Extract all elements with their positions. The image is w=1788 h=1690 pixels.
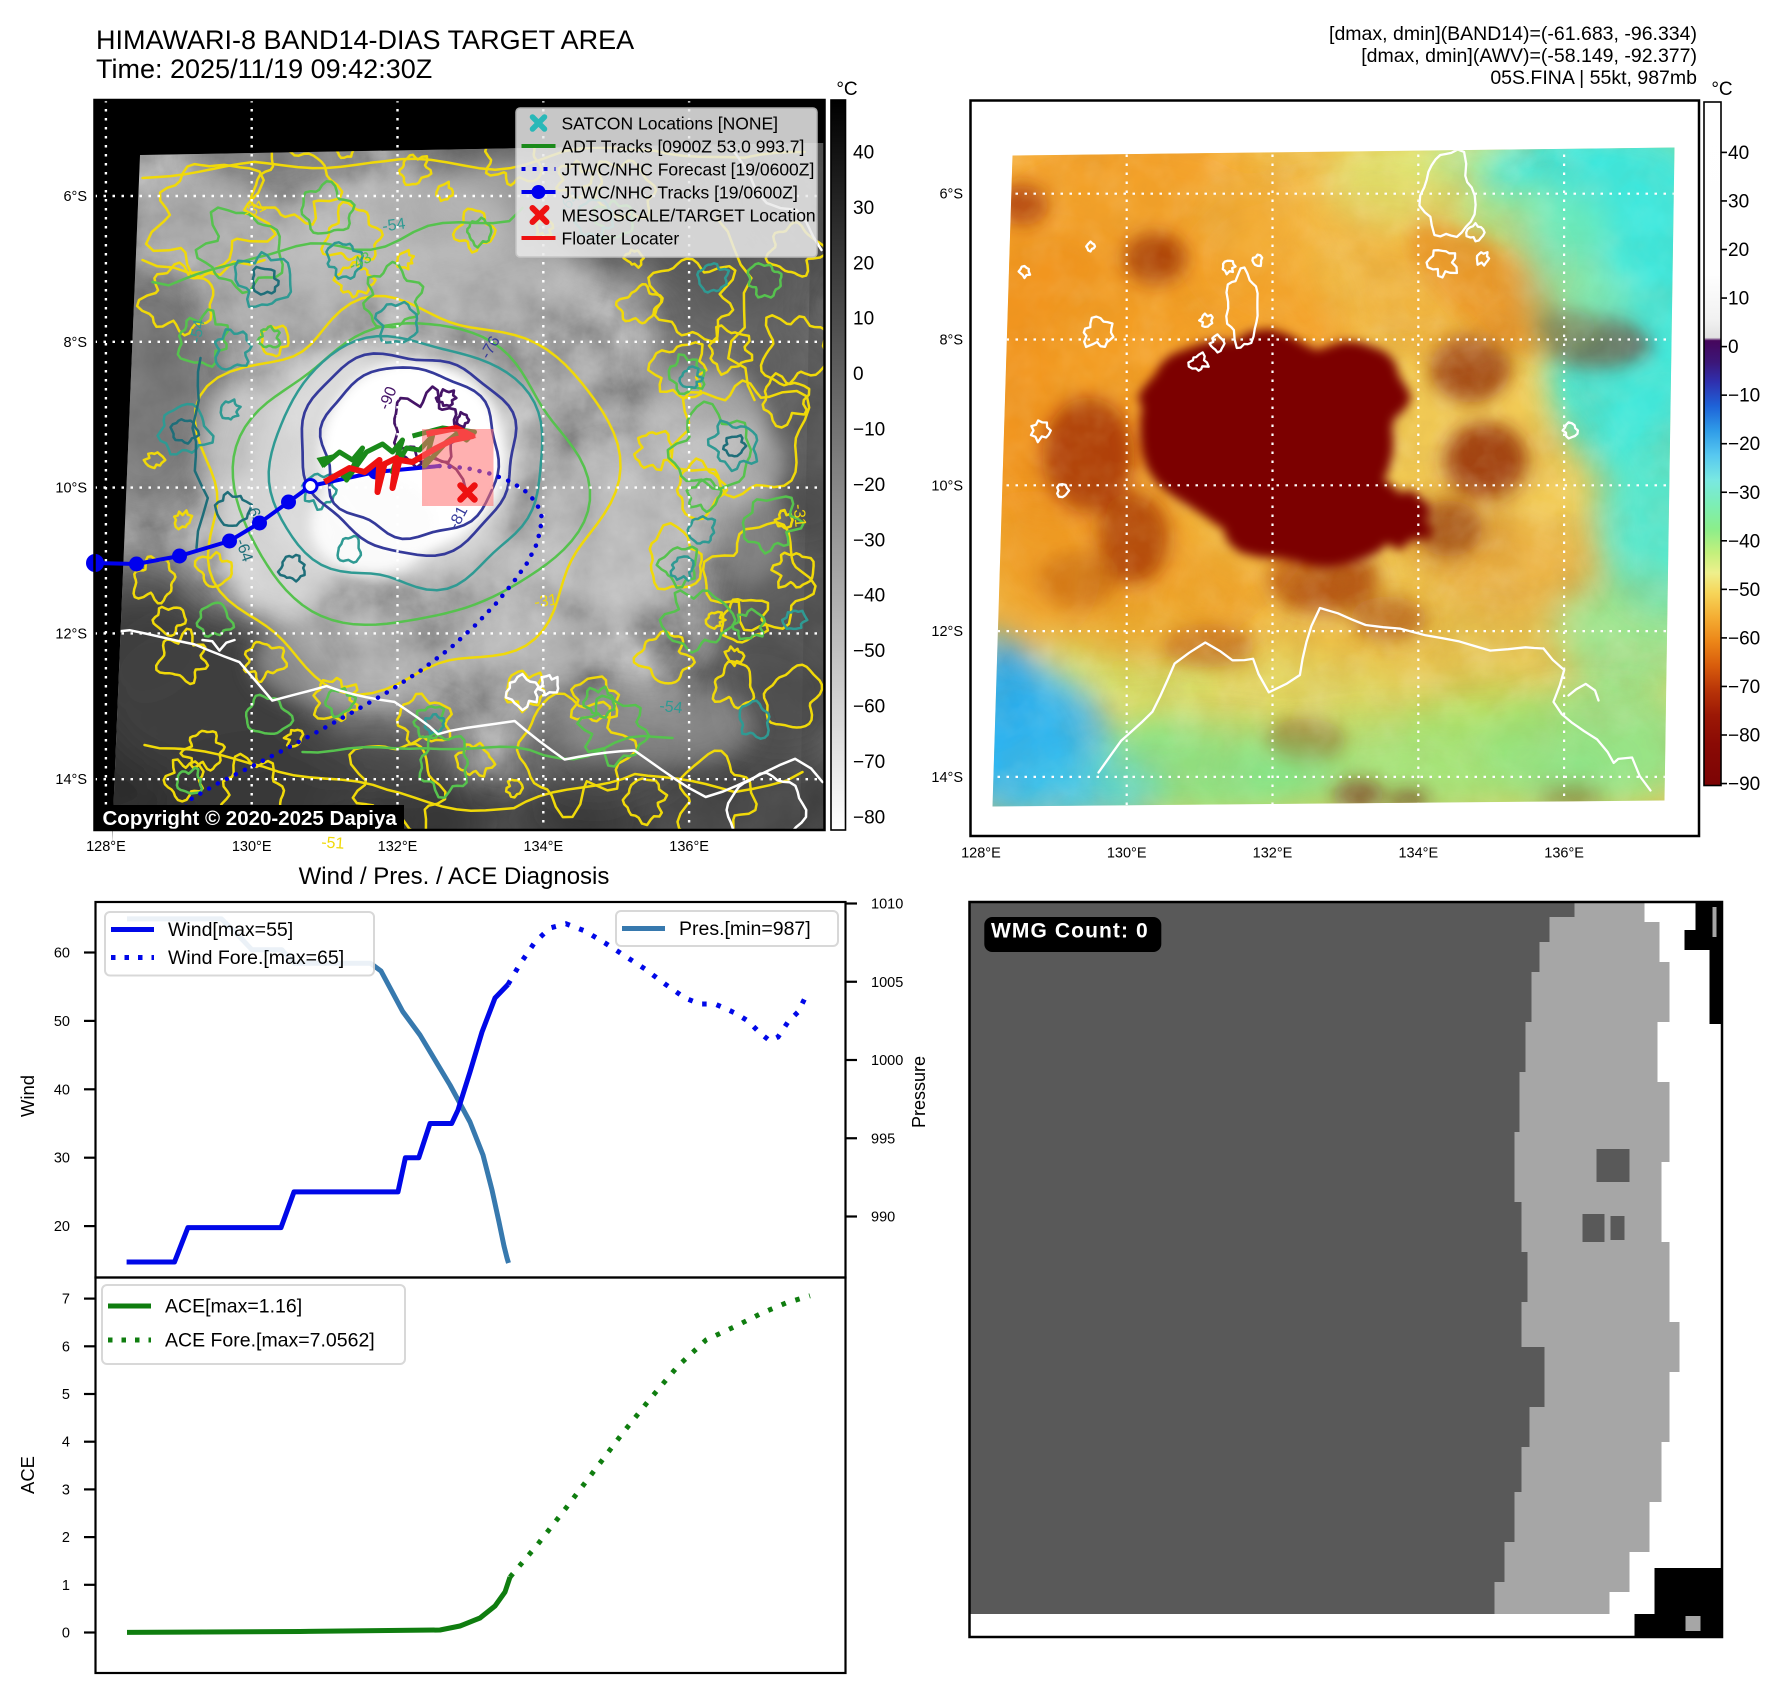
svg-text:8°S: 8°S <box>63 335 87 351</box>
svg-text:-64: -64 <box>232 537 256 565</box>
svg-text:20: 20 <box>54 1219 70 1235</box>
svg-text:1000: 1000 <box>871 1053 903 1069</box>
svg-text:30: 30 <box>853 198 874 219</box>
svg-text:JTWC/NHC Tracks [19/0600Z]: JTWC/NHC Tracks [19/0600Z] <box>562 183 798 203</box>
svg-text:1005: 1005 <box>871 975 903 991</box>
svg-text:-54: -54 <box>188 318 209 344</box>
svg-text:°C: °C <box>1711 79 1732 100</box>
svg-text:14°S: 14°S <box>55 772 87 788</box>
svg-text:Pressure: Pressure <box>909 1056 929 1128</box>
svg-text:ACE: ACE <box>17 1456 38 1494</box>
svg-text:SATCON Locations [NONE]: SATCON Locations [NONE] <box>562 114 779 134</box>
svg-text:1: 1 <box>62 1578 70 1594</box>
svg-text:°C: °C <box>836 79 857 100</box>
svg-text:20: 20 <box>853 253 874 274</box>
svg-text:7: 7 <box>62 1292 70 1308</box>
svg-text:−90: −90 <box>1728 774 1760 795</box>
svg-text:30: 30 <box>54 1151 70 1167</box>
svg-text:132°E: 132°E <box>1253 846 1293 862</box>
svg-text:130°E: 130°E <box>232 839 272 855</box>
svg-text:−30: −30 <box>853 530 885 551</box>
svg-text:8°S: 8°S <box>939 333 963 349</box>
svg-text:−60: −60 <box>1728 628 1760 649</box>
svg-text:40: 40 <box>1728 143 1749 164</box>
svg-text:Pres.[min=987]: Pres.[min=987] <box>679 918 811 940</box>
svg-text:−10: −10 <box>1728 386 1760 407</box>
svg-text:6°S: 6°S <box>63 189 87 205</box>
svg-text:−50: −50 <box>853 641 885 662</box>
svg-text:WMG Count: 0: WMG Count: 0 <box>991 920 1149 943</box>
svg-text:Copyright © 2020-2025 Dapiya: Copyright © 2020-2025 Dapiya <box>103 807 398 830</box>
svg-text:−70: −70 <box>1728 677 1760 698</box>
svg-text:Wind: Wind <box>17 1075 38 1117</box>
svg-text:60: 60 <box>54 946 70 962</box>
svg-text:-31: -31 <box>533 592 558 612</box>
svg-text:6: 6 <box>62 1339 70 1355</box>
svg-text:-51: -51 <box>321 834 345 853</box>
svg-text:134°E: 134°E <box>523 839 563 855</box>
svg-text:−70: −70 <box>853 752 885 773</box>
svg-text:14°S: 14°S <box>931 770 963 786</box>
svg-text:20: 20 <box>1728 240 1749 261</box>
svg-text:136°E: 136°E <box>669 839 709 855</box>
svg-text:40: 40 <box>853 143 874 164</box>
svg-text:−50: −50 <box>1728 580 1760 601</box>
svg-text:MESOSCALE/TARGET Location: MESOSCALE/TARGET Location <box>562 206 816 226</box>
svg-text:[dmax, dmin](AWV)=(-58.149, -9: [dmax, dmin](AWV)=(-58.149, -92.377) <box>1361 45 1697 67</box>
svg-text:−10: −10 <box>853 420 885 441</box>
svg-text:ADT Tracks [0900Z 53.0 993.7]: ADT Tracks [0900Z 53.0 993.7] <box>562 137 805 157</box>
svg-text:−80: −80 <box>853 807 885 828</box>
svg-text:4: 4 <box>62 1435 70 1451</box>
svg-text:Wind Fore.[max=65]: Wind Fore.[max=65] <box>168 947 344 969</box>
svg-text:HIMAWARI-8 BAND14-DIAS TARGET: HIMAWARI-8 BAND14-DIAS TARGET AREA <box>96 25 634 55</box>
svg-text:−40: −40 <box>1728 531 1760 552</box>
svg-text:12°S: 12°S <box>931 624 963 640</box>
svg-text:-31: -31 <box>790 503 809 528</box>
svg-text:−40: −40 <box>853 586 885 607</box>
svg-text:2: 2 <box>62 1530 70 1546</box>
svg-text:50: 50 <box>54 1014 70 1030</box>
svg-text:−80: −80 <box>1728 726 1760 747</box>
svg-text:-54: -54 <box>659 698 684 717</box>
svg-text:05S.FINA | 55kt, 987mb: 05S.FINA | 55kt, 987mb <box>1490 67 1697 89</box>
svg-text:990: 990 <box>871 1210 895 1226</box>
svg-text:10°S: 10°S <box>931 478 963 494</box>
svg-text:−20: −20 <box>853 475 885 496</box>
svg-text:0: 0 <box>853 364 864 385</box>
svg-text:[dmax, dmin](BAND14)=(-61.683,: [dmax, dmin](BAND14)=(-61.683, -96.334) <box>1329 23 1697 45</box>
svg-text:0: 0 <box>62 1626 70 1642</box>
svg-text:JTWC/NHC Forecast [19/0600Z]: JTWC/NHC Forecast [19/0600Z] <box>562 160 815 180</box>
svg-text:Wind / Pres. / ACE Diagnosis: Wind / Pres. / ACE Diagnosis <box>299 863 610 890</box>
svg-text:136°E: 136°E <box>1544 846 1584 862</box>
svg-text:5: 5 <box>62 1387 70 1403</box>
svg-text:10°S: 10°S <box>55 481 87 497</box>
svg-text:995: 995 <box>871 1131 895 1147</box>
svg-text:134°E: 134°E <box>1398 846 1438 862</box>
svg-text:128°E: 128°E <box>961 846 1001 862</box>
svg-text:6°S: 6°S <box>939 187 963 203</box>
svg-text:-54: -54 <box>381 216 406 236</box>
svg-text:10: 10 <box>853 309 874 330</box>
svg-text:Floater Locater: Floater Locater <box>562 229 680 249</box>
svg-text:−60: −60 <box>853 697 885 718</box>
svg-text:ACE[max=1.16]: ACE[max=1.16] <box>165 1296 302 1318</box>
svg-text:12°S: 12°S <box>55 626 87 642</box>
svg-text:ACE Fore.[max=7.0562]: ACE Fore.[max=7.0562] <box>165 1330 375 1352</box>
svg-text:−20: −20 <box>1728 434 1760 455</box>
svg-text:130°E: 130°E <box>1107 846 1147 862</box>
svg-text:128°E: 128°E <box>86 839 126 855</box>
svg-text:Time: 2025/11/19 09:42:30Z: Time: 2025/11/19 09:42:30Z <box>96 54 432 84</box>
svg-text:40: 40 <box>54 1082 70 1098</box>
svg-text:10: 10 <box>1728 289 1749 310</box>
svg-text:132°E: 132°E <box>378 839 418 855</box>
svg-text:1010: 1010 <box>871 897 903 913</box>
svg-text:30: 30 <box>1728 191 1749 212</box>
svg-text:3: 3 <box>62 1482 70 1498</box>
svg-text:Wind[max=55]: Wind[max=55] <box>168 919 293 941</box>
svg-text:−30: −30 <box>1728 483 1760 504</box>
svg-text:0: 0 <box>1728 337 1739 358</box>
